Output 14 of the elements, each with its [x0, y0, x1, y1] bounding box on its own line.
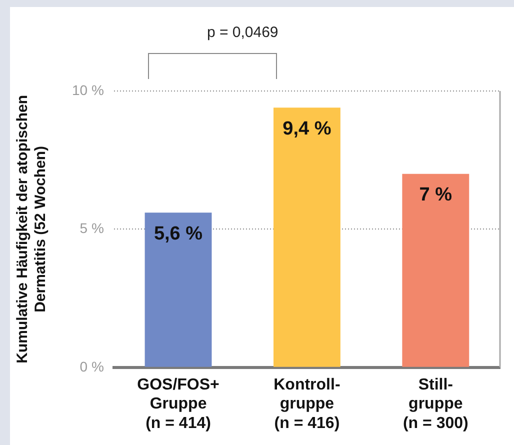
y-tick-label: 10 %: [72, 82, 104, 98]
x-tick-label: Kontroll- gruppe (n = 416): [274, 376, 340, 432]
data-label: 7 %: [419, 184, 452, 206]
data-label: 9,4 %: [282, 118, 332, 140]
bar: [144, 212, 212, 367]
x-tick-label: Still- gruppe (n = 300): [402, 376, 468, 432]
data-label: 5,6 %: [154, 223, 203, 244]
bar: [402, 174, 470, 367]
y-tick-label: 5 %: [80, 220, 104, 236]
x-tick-label: GOS/FOS+ Gruppe (n = 414): [137, 376, 220, 432]
y-axis-title: Kumulative Häufigkeit der atopischen Dermatitis (52 Wochen): [14, 95, 50, 364]
text: p = 0,0469: [206, 24, 278, 41]
y-tick-label: 0 %: [80, 358, 104, 374]
bar: [273, 108, 340, 367]
